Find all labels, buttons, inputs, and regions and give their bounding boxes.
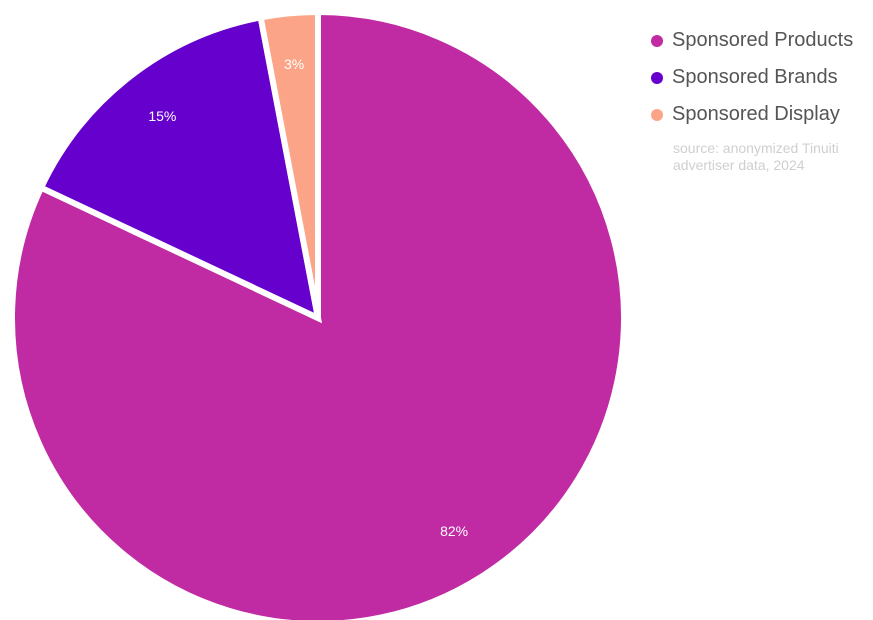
pie-chart: 82% 15% 3%	[9, 8, 627, 620]
legend-item-sponsored-products[interactable]: Sponsored Products	[651, 22, 853, 59]
pie-slice-label-sponsored-products: 82%	[440, 523, 468, 539]
legend-swatch-sponsored-products	[651, 34, 663, 47]
legend-label-sponsored-brands: Sponsored Brands	[672, 66, 838, 88]
legend: Sponsored Products Sponsored Brands Spon…	[651, 22, 853, 133]
pie-slices	[9, 8, 627, 620]
pie-slice-label-sponsored-brands: 15%	[148, 108, 176, 124]
legend-swatch-sponsored-brands	[651, 71, 663, 84]
source-annotation: source: anonymized Tinuiti advertiser da…	[673, 140, 839, 173]
legend-item-sponsored-brands[interactable]: Sponsored Brands	[651, 59, 853, 96]
legend-swatch-sponsored-display	[651, 108, 663, 121]
pie-slice-sponsored-brands[interactable]	[37, 13, 323, 324]
legend-label-sponsored-display: Sponsored Display	[672, 103, 840, 125]
legend-item-sponsored-display[interactable]: Sponsored Display	[651, 96, 853, 133]
pie-slice-labels: 82% 15% 3%	[148, 56, 468, 539]
pie-slice-sponsored-display[interactable]	[257, 8, 321, 319]
legend-label-sponsored-products: Sponsored Products	[672, 29, 854, 51]
pie-slice-label-sponsored-display: 3%	[284, 56, 304, 72]
